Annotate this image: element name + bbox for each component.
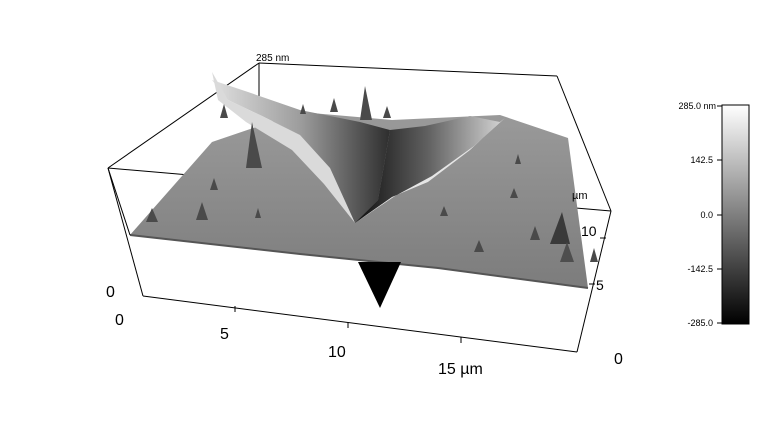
pit-left-wall	[212, 80, 390, 223]
y-tick-0: 0	[614, 351, 623, 368]
colorbar-label-min: -285.0	[687, 318, 713, 328]
colorbar-label-upper: 142.5	[690, 155, 713, 165]
x-tick-15: 15 µm	[438, 361, 483, 378]
y-axis-ticks	[589, 237, 606, 285]
surface-spikes	[146, 86, 598, 262]
x-tick-10: 10	[328, 344, 346, 361]
colorbar-label-max: 285.0 nm	[678, 101, 716, 111]
colorbar-label-lower: -142.5	[687, 264, 713, 274]
colorbar-gradient	[721, 104, 750, 325]
x-tick-5: 5	[220, 326, 229, 343]
pit-bottom	[358, 262, 401, 308]
y-tick-5: 5	[596, 277, 604, 293]
x-tick-0: 0	[115, 312, 124, 329]
z-axis-top-label: 285 nm	[256, 53, 289, 64]
surface-plot	[129, 72, 598, 308]
pit-ridge-left	[212, 72, 355, 223]
x-axis-ticks	[234, 306, 462, 343]
colorbar: 285.0 nm 142.5 0.0 -142.5 -285.0	[678, 101, 750, 328]
bounding-box-front	[107, 167, 612, 353]
pit-ridge-right	[355, 118, 505, 223]
surface-front-edge	[129, 234, 589, 289]
y-axis-unit: µm	[572, 190, 588, 202]
colorbar-label-zero: 0.0	[700, 210, 713, 220]
z-axis-zero-label: 0	[106, 284, 115, 301]
y-tick-10: 10	[581, 223, 597, 239]
pit-right-wall	[355, 116, 500, 223]
